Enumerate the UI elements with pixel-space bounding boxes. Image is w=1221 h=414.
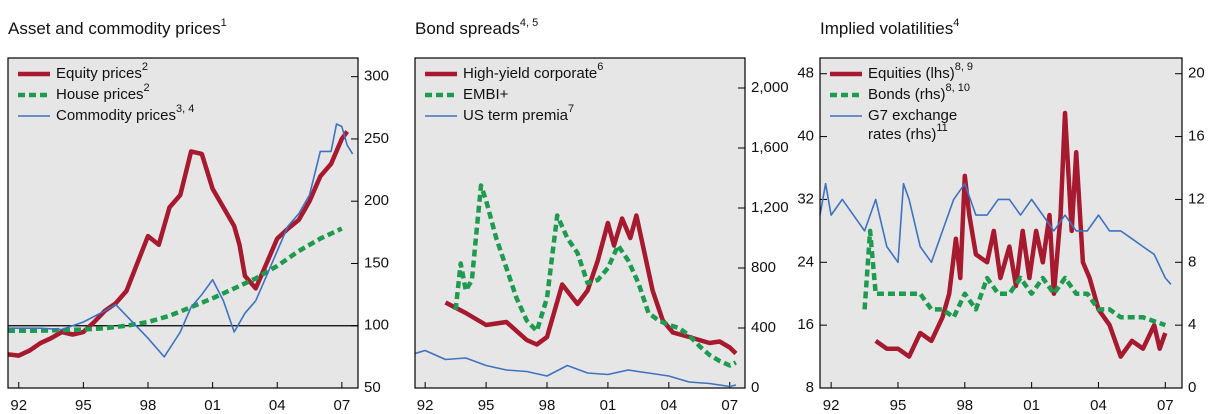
series-line <box>453 183 737 368</box>
y-tick-label: 100 <box>364 317 389 334</box>
y-tick-label: 300 <box>364 68 389 85</box>
x-tick-label: 92 <box>823 397 840 414</box>
x-tick-label: 01 <box>600 397 617 414</box>
y-tick-label: 0 <box>1188 379 1196 396</box>
title-text: Asset and commodity prices <box>8 19 221 38</box>
y-tick-label: 8 <box>1188 253 1196 270</box>
x-tick-label: 95 <box>75 397 92 414</box>
series-line <box>820 182 1172 285</box>
y-tick-label: 48 <box>797 65 814 82</box>
legend-label: rates (rhs)11 <box>868 122 948 143</box>
legend-name: Commodity prices <box>56 107 176 124</box>
legend-label: Equity prices2 <box>56 61 148 82</box>
y-tick-label: 1,200 <box>751 199 789 216</box>
legend-name: US term premia <box>463 107 569 124</box>
x-tick-label: 98 <box>539 397 556 414</box>
chart-title: Bond spreads4, 5 <box>415 17 538 39</box>
x-tick-label: 07 <box>334 397 351 414</box>
x-tick-label: 07 <box>721 397 738 414</box>
y-tick-label: 800 <box>751 259 776 276</box>
legend-label: Bonds (rhs)8, 10 <box>868 82 970 103</box>
legend-name: Equities (lhs) <box>868 65 955 82</box>
series-line <box>862 228 1167 328</box>
y-tick-label: 1,600 <box>751 139 789 156</box>
legend-label: House prices2 <box>56 82 150 103</box>
legend-note: 2 <box>144 82 150 94</box>
legend-note: 8, 9 <box>955 61 973 73</box>
legend-note: 7 <box>568 103 574 115</box>
legend-name: rates (rhs) <box>868 126 936 143</box>
series-line <box>444 213 738 356</box>
legend-name: High-yield corporate <box>463 65 597 82</box>
x-tick-label: 92 <box>10 397 27 414</box>
legend-label: EMBI+ <box>463 86 509 103</box>
x-tick-label: 98 <box>140 397 157 414</box>
y-tick-label: 0 <box>751 379 759 396</box>
y-tick-label: 12 <box>1188 190 1205 207</box>
legend-label: US term premia7 <box>463 103 574 124</box>
series-line <box>8 130 350 358</box>
x-tick-label: 07 <box>1157 397 1174 414</box>
y-tick-label: 8 <box>806 379 814 396</box>
chart-title: Asset and commodity prices1 <box>8 17 227 39</box>
y-tick-label: 16 <box>797 316 814 333</box>
y-tick-label: 20 <box>1188 65 1205 82</box>
chart-title: Implied volatilities4 <box>820 17 959 39</box>
series-line <box>8 226 343 333</box>
y-tick-label: 150 <box>364 254 389 271</box>
y-tick-label: 16 <box>1188 128 1205 145</box>
y-tick-label: 32 <box>797 190 814 207</box>
y-tick-label: 50 <box>364 379 381 396</box>
legend-name: G7 exchange <box>868 107 957 124</box>
x-tick-label: 95 <box>890 397 907 414</box>
x-tick-label: 92 <box>417 397 434 414</box>
x-tick-label: 04 <box>1090 397 1107 414</box>
y-tick-label: 200 <box>364 192 389 209</box>
series-line <box>8 123 354 358</box>
legend-label: G7 exchange <box>868 107 957 124</box>
plot-area <box>415 58 745 388</box>
legend-label: Equities (lhs)8, 9 <box>868 61 973 82</box>
x-tick-label: 04 <box>661 397 678 414</box>
series-line <box>415 349 737 388</box>
plot-border <box>7 57 359 389</box>
legend-name: Bonds (rhs) <box>868 86 946 103</box>
series-line <box>874 110 1168 359</box>
x-tick-label: 98 <box>956 397 973 414</box>
y-tick-label: 250 <box>364 130 389 147</box>
x-tick-label: 95 <box>478 397 495 414</box>
title-note: 1 <box>221 17 227 29</box>
legend-note: 11 <box>936 122 947 134</box>
x-tick-label: 01 <box>204 397 221 414</box>
y-tick-label: 24 <box>797 253 814 270</box>
y-tick-label: 4 <box>1188 316 1196 333</box>
y-tick-label: 400 <box>751 319 776 336</box>
y-tick-label: 40 <box>797 128 814 145</box>
title-note: 4 <box>953 17 959 29</box>
legend-note: 3, 4 <box>176 103 194 115</box>
legend-name: Equity prices <box>56 65 142 82</box>
title-note: 4, 5 <box>520 17 538 29</box>
plot-area <box>820 58 1182 388</box>
title-text: Bond spreads <box>415 19 520 38</box>
legend-name: EMBI+ <box>463 86 509 103</box>
legend-label: Commodity prices3, 4 <box>56 103 194 124</box>
y-tick-label: 2,000 <box>751 79 789 96</box>
x-tick-label: 01 <box>1023 397 1040 414</box>
legend-name: House prices <box>56 86 144 103</box>
plot-border <box>819 57 1183 389</box>
title-text: Implied volatilities <box>820 19 953 38</box>
legend-label: High-yield corporate6 <box>463 61 603 82</box>
x-tick-label: 04 <box>269 397 286 414</box>
plot-border <box>414 57 746 389</box>
legend-note: 2 <box>142 61 148 73</box>
legend-note: 6 <box>597 61 603 73</box>
legend-note: 8, 10 <box>946 82 970 94</box>
